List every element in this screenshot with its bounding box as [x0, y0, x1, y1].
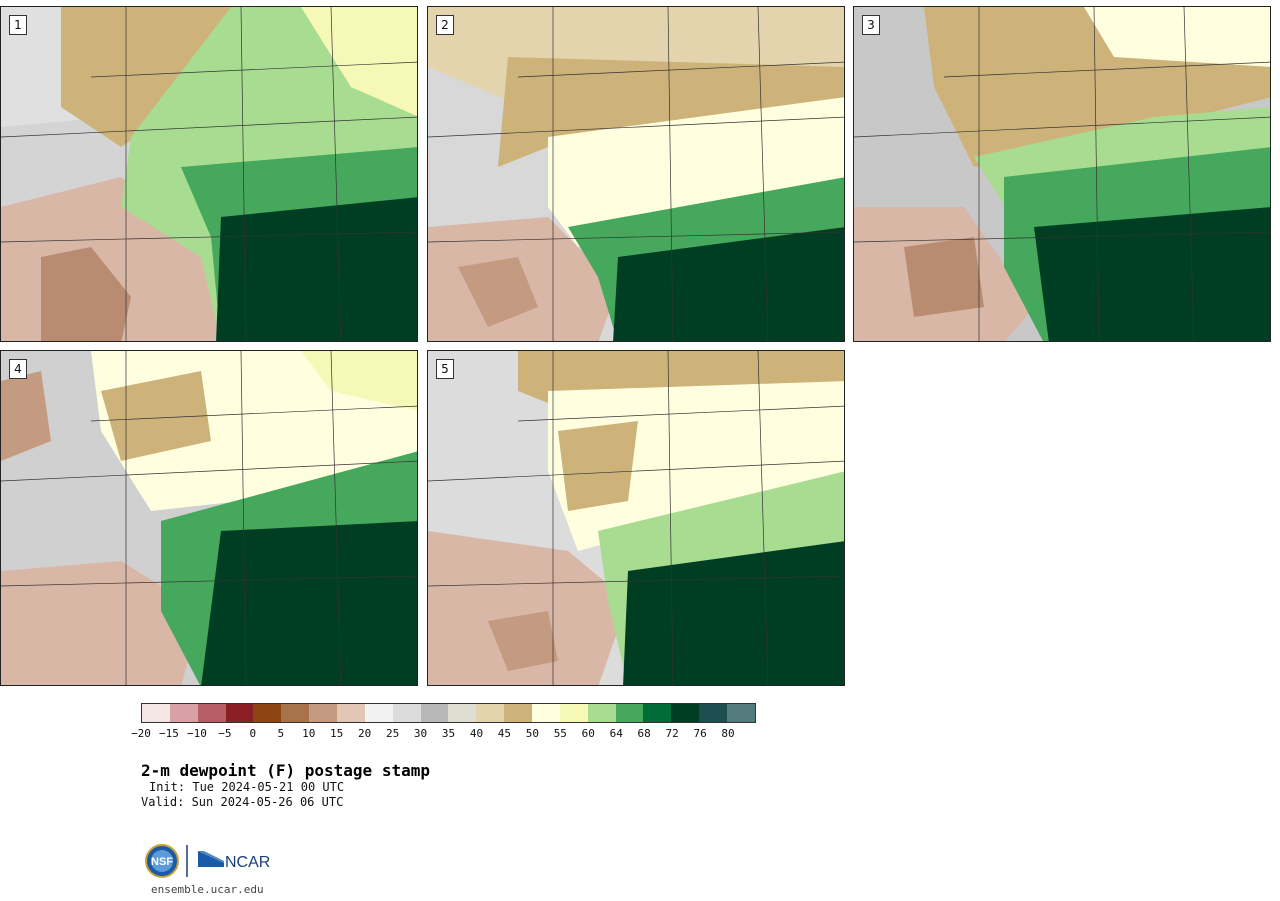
colorbar-swatch	[615, 704, 644, 722]
map-panel-5: 5	[427, 350, 845, 686]
map-panel-1: 1	[0, 6, 418, 342]
colorbar-swatch	[476, 704, 505, 722]
colorbar-tick-label: 40	[469, 727, 484, 740]
colorbar-tick-label: 55	[553, 727, 567, 740]
map-panel-3: 3	[853, 6, 1271, 342]
map-graphic	[1, 7, 417, 341]
panel-number: 3	[862, 15, 880, 35]
panel-number: 5	[436, 359, 454, 379]
colorbar-swatch	[142, 704, 170, 722]
colorbar-tick-label: 30	[413, 727, 428, 740]
colorbar-swatch	[225, 704, 254, 722]
colorbar-swatch	[448, 704, 477, 722]
colorbar-swatch	[643, 704, 672, 722]
colorbar	[141, 703, 756, 723]
colorbar-tick-label: 5	[277, 727, 285, 740]
colorbar-tick-label: 76	[693, 727, 707, 740]
colorbar-swatch	[281, 704, 310, 722]
ncar-logo	[198, 851, 224, 867]
colorbar-swatch	[671, 704, 700, 722]
colorbar-swatch	[337, 704, 365, 722]
colorbar-swatch	[559, 704, 588, 722]
colorbar-tick-label: 25	[385, 727, 400, 740]
nsf-logo: NSF	[145, 844, 179, 878]
map-graphic	[428, 7, 844, 341]
panel-number: 1	[9, 15, 27, 35]
colorbar-tick-label: 35	[441, 727, 456, 740]
colorbar-tick-label: 50	[525, 727, 539, 740]
colorbar-tick-label: 60	[581, 727, 595, 740]
colorbar-tick-label: −10	[186, 727, 207, 740]
colorbar-swatch	[587, 704, 616, 722]
colorbar-swatch	[169, 704, 198, 722]
colorbar-swatch	[392, 704, 421, 722]
colorbar-tick-label: 20	[358, 727, 372, 740]
colorbar-swatch	[532, 704, 560, 722]
logos: NSF NCAR	[144, 843, 274, 879]
valid-time: Valid: Sun 2024-05-26 06 UTC	[141, 795, 344, 809]
colorbar-tick-label: 0	[249, 727, 257, 740]
colorbar-tick-label: 10	[302, 727, 316, 740]
colorbar-tick-label: −5	[218, 727, 232, 740]
map-panel-4: 4	[0, 350, 418, 686]
svg-text:NSF: NSF	[151, 856, 173, 868]
colorbar-swatch	[309, 704, 338, 722]
colorbar-tick-label: 68	[637, 727, 651, 740]
panel-number: 4	[9, 359, 27, 379]
map-panel-2: 2	[427, 6, 845, 342]
colorbar-tick-label: −20	[131, 727, 151, 740]
colorbar-tick-label: 80	[721, 727, 735, 740]
map-graphic	[428, 351, 844, 685]
colorbar-swatch	[504, 704, 533, 722]
figure-title: 2-m dewpoint (F) postage stamp	[141, 761, 430, 780]
colorbar-swatch	[727, 704, 755, 722]
colorbar-tick-label: 15	[330, 727, 344, 740]
colorbar-swatch	[699, 704, 728, 722]
colorbar-swatch	[364, 704, 393, 722]
map-graphic	[1, 351, 417, 685]
colorbar-ticks: −20 −15 −10 −5 0 5 10 15 20 25 30 35 40 45 50 55 60 64 68 7…	[131, 727, 756, 743]
init-time: Init: Tue 2024-05-21 00 UTC	[149, 780, 345, 794]
colorbar-swatch	[253, 704, 282, 722]
panel-number: 2	[436, 15, 454, 35]
map-graphic	[854, 7, 1270, 341]
colorbar-swatch	[197, 704, 226, 722]
colorbar-swatch	[420, 704, 449, 722]
ncar-wordmark: NCAR	[225, 854, 270, 871]
colorbar-tick-label: 72	[665, 727, 679, 740]
colorbar-tick-label: 45	[497, 727, 512, 740]
colorbar-tick-label: 64	[609, 727, 623, 740]
site-url[interactable]: ensemble.ucar.edu	[151, 883, 264, 896]
colorbar-tick-label: −15	[159, 727, 179, 740]
